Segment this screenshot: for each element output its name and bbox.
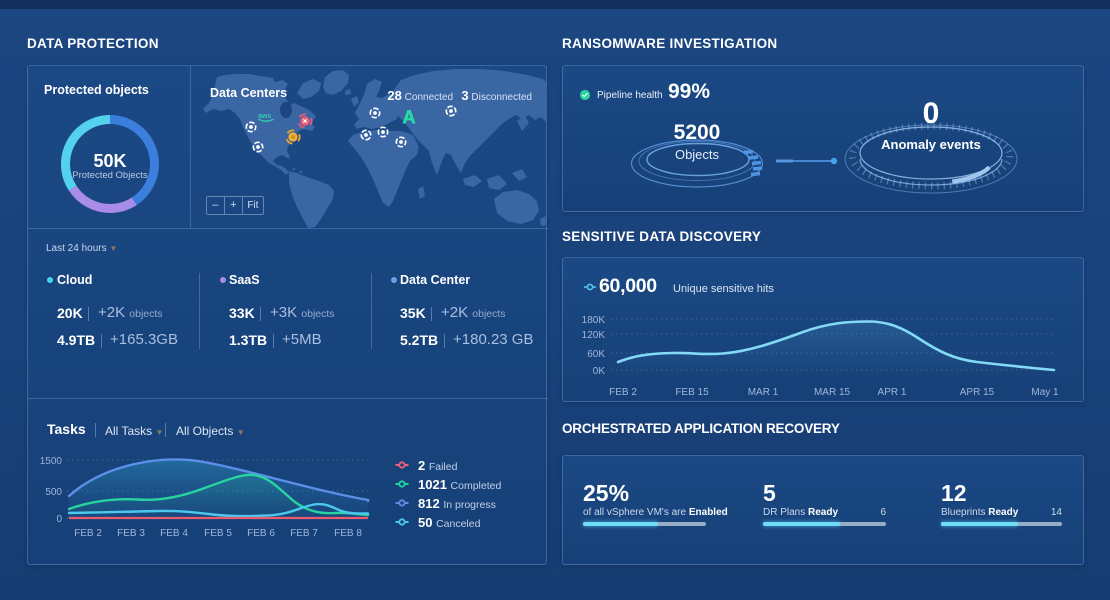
svg-text:FEB 3: FEB 3 <box>117 528 145 539</box>
svg-text:500: 500 <box>45 487 62 498</box>
svg-text:aws: aws <box>258 113 271 120</box>
svg-text:FEB 7: FEB 7 <box>290 528 318 539</box>
svg-text:FEB 15: FEB 15 <box>675 387 709 398</box>
svg-text:APR 15: APR 15 <box>960 387 995 398</box>
svg-text:FEB 8: FEB 8 <box>334 528 362 539</box>
svg-text:May 1: May 1 <box>1031 387 1059 398</box>
svg-text:50 Canceled: 50 Canceled <box>418 515 481 530</box>
svg-text:FEB 5: FEB 5 <box>204 528 232 539</box>
svg-text:812 In progress: 812 In progress <box>418 496 496 511</box>
svg-text:FEB 2: FEB 2 <box>609 387 637 398</box>
svg-text:0: 0 <box>56 514 62 525</box>
svg-text:120K: 120K <box>582 330 606 341</box>
svg-text:60K: 60K <box>587 349 605 360</box>
svg-text:FEB 4: FEB 4 <box>160 528 188 539</box>
svg-text:FEB 2: FEB 2 <box>74 528 102 539</box>
svg-text:180K: 180K <box>582 315 606 326</box>
svg-text:MAR 1: MAR 1 <box>748 387 779 398</box>
svg-text:0K: 0K <box>593 366 606 377</box>
svg-text:MAR 15: MAR 15 <box>814 387 851 398</box>
svg-text:APR 1: APR 1 <box>878 387 907 398</box>
svg-text:FEB 6: FEB 6 <box>247 528 275 539</box>
svg-text:1021 Completed: 1021 Completed <box>418 477 501 492</box>
svg-text:1500: 1500 <box>40 456 63 467</box>
svg-text:2 Failed: 2 Failed <box>418 458 458 473</box>
